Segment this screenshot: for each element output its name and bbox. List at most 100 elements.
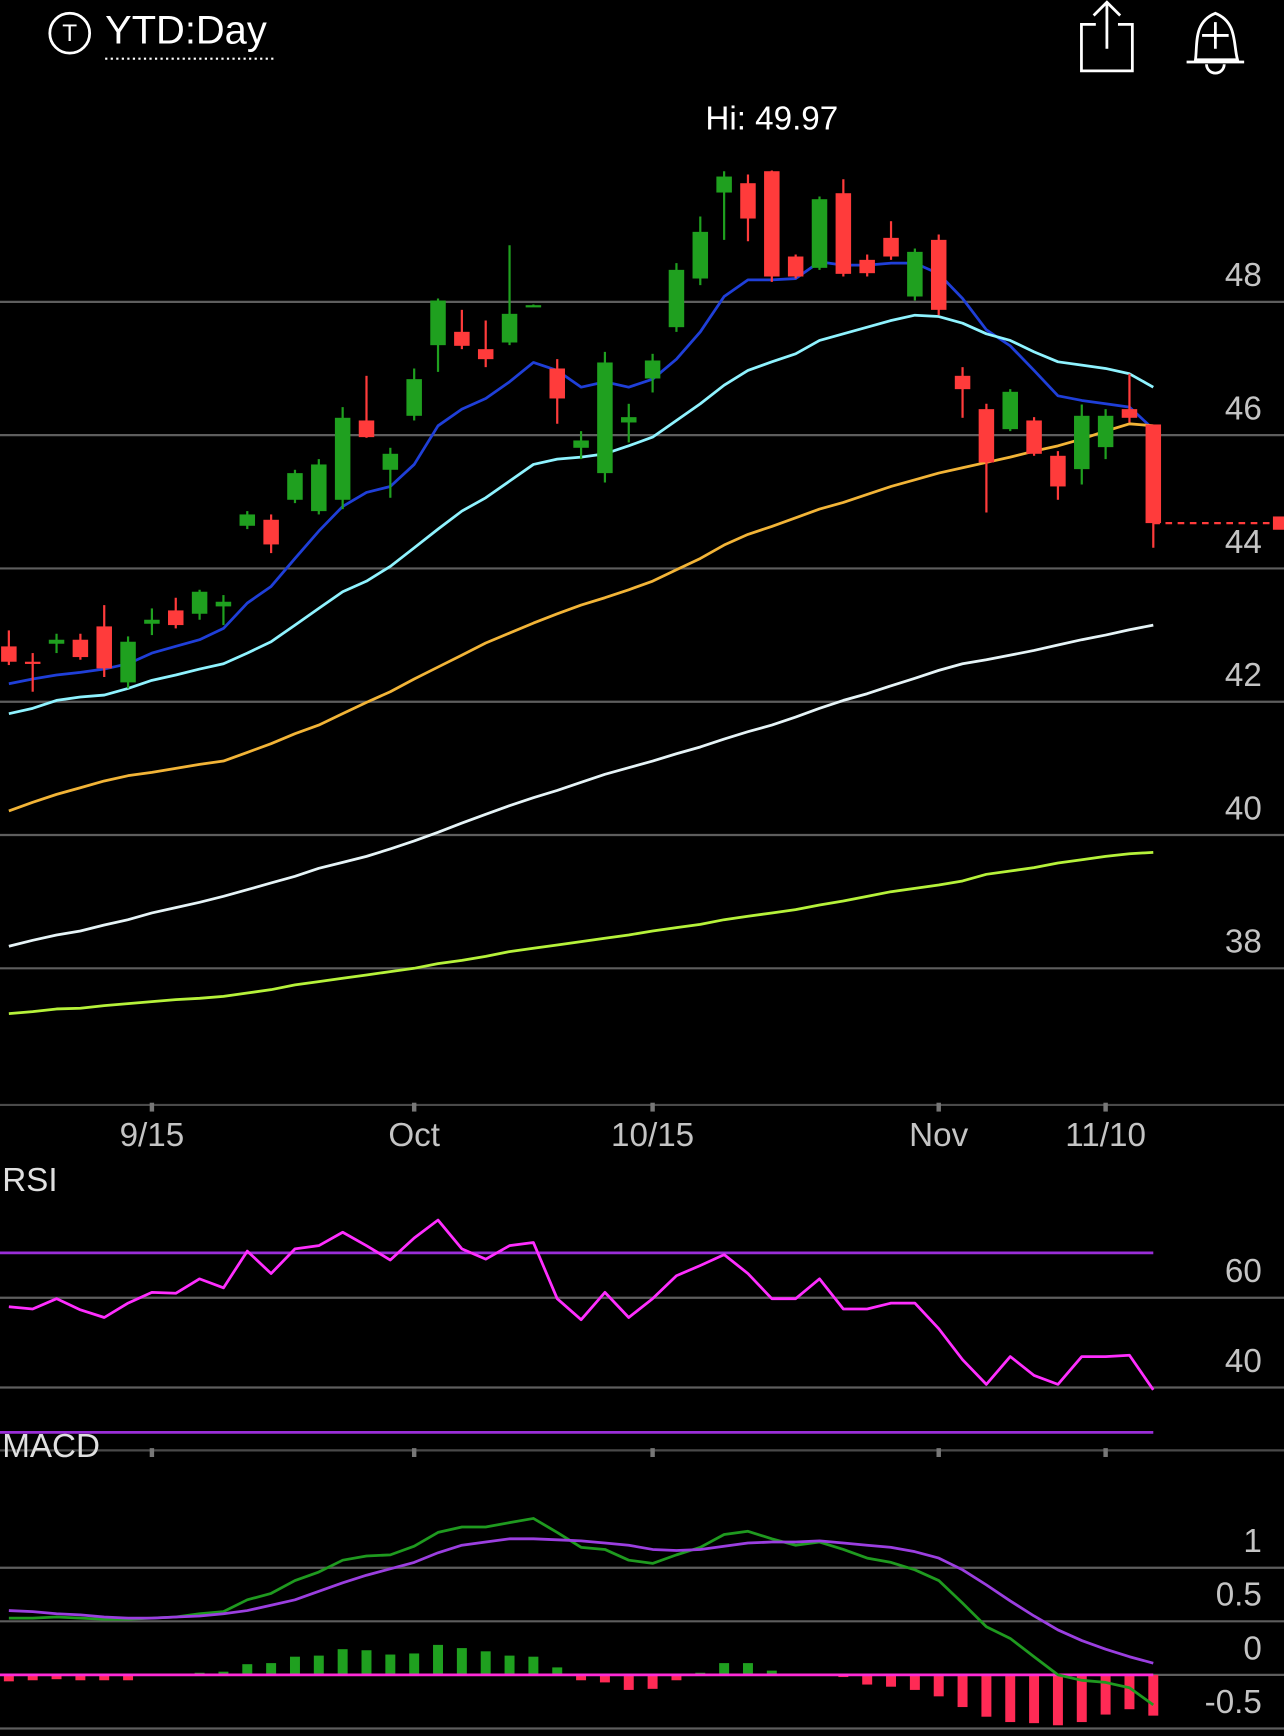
histogram-bar — [313, 1655, 324, 1675]
candle-body — [1121, 409, 1138, 418]
histogram-bar — [552, 1667, 563, 1675]
histogram-bar — [504, 1655, 515, 1675]
candle-body — [621, 417, 637, 423]
histogram-bar — [647, 1674, 658, 1689]
series-line — [8, 260, 1155, 686]
histogram-bar — [1124, 1674, 1135, 1710]
last-price-marker — [1272, 516, 1284, 530]
series-line — [8, 623, 1154, 948]
series-line — [8, 851, 1154, 1015]
series-line — [8, 422, 1154, 813]
candle-body — [215, 601, 232, 607]
histogram-bar — [409, 1653, 420, 1675]
x-tick-label: Oct — [388, 1117, 440, 1154]
candle-body — [644, 360, 661, 379]
high-annotation: Hi: 49.97 — [705, 100, 838, 137]
candle-body — [358, 420, 375, 438]
histogram-bar — [75, 1674, 86, 1681]
histogram-bar — [3, 1674, 14, 1682]
share-arrow — [1092, 0, 1122, 49]
candle-body — [883, 237, 899, 257]
symbol-icon-ring — [48, 11, 92, 55]
histogram-bar — [909, 1674, 920, 1690]
candle-body — [954, 375, 971, 390]
candle-body — [48, 639, 65, 644]
candle-body — [263, 519, 279, 545]
x-tick-label: 10/15 — [611, 1117, 694, 1154]
candle-body — [811, 199, 828, 268]
histogram-bar — [99, 1674, 110, 1681]
candle-body — [406, 379, 422, 416]
histogram-bar — [886, 1674, 897, 1687]
candle-body — [692, 231, 709, 279]
panel-title: MACD — [2, 1428, 100, 1465]
candle-body — [716, 176, 732, 193]
histogram-bar — [719, 1663, 730, 1675]
y-tick-label: 0.5 — [1216, 1577, 1262, 1614]
histogram-bar — [742, 1663, 753, 1675]
histogram-bar — [361, 1650, 372, 1675]
alert-button[interactable] — [1186, 11, 1245, 75]
x-tick-label: 9/15 — [120, 1117, 185, 1154]
histogram-bar — [337, 1649, 348, 1675]
histogram-bar — [623, 1674, 634, 1690]
candle-body — [549, 368, 565, 399]
candle-body — [859, 259, 875, 274]
candle-body — [525, 305, 542, 308]
y-tick-label: 1 — [1243, 1523, 1261, 1560]
candle-body — [740, 183, 756, 219]
bell-plus — [1202, 22, 1229, 49]
candle-body — [787, 256, 804, 277]
histogram-bar — [433, 1644, 444, 1675]
histogram-bar — [218, 1671, 229, 1675]
candle-body — [835, 193, 852, 274]
share-button[interactable] — [1080, 0, 1134, 73]
bell-clapper — [1205, 64, 1226, 75]
symbol-button[interactable]: T — [48, 11, 92, 55]
share-box — [1080, 22, 1134, 73]
histogram-bar — [242, 1664, 253, 1675]
histogram-bar — [576, 1674, 587, 1681]
candle-body — [334, 417, 351, 500]
x-tick-label: Nov — [909, 1117, 968, 1154]
candle-body — [764, 171, 780, 277]
series-line — [8, 1537, 1154, 1665]
candle-body — [1050, 455, 1066, 487]
candle-body — [168, 610, 184, 626]
histogram-bar — [480, 1651, 491, 1675]
histogram-bar — [981, 1674, 992, 1717]
candle-body — [24, 661, 41, 664]
histogram-bar — [1100, 1674, 1111, 1715]
histogram-bar — [766, 1670, 777, 1675]
candle-body — [382, 453, 399, 470]
candle-body — [144, 619, 160, 624]
candle-body — [1002, 391, 1018, 430]
y-tick-label: -0.5 — [1205, 1684, 1262, 1721]
candle-body — [978, 409, 995, 463]
timeframe-button[interactable]: YTD:Day — [105, 9, 275, 60]
histogram-bar — [27, 1674, 38, 1681]
y-tick-label: 40 — [1225, 790, 1262, 827]
candle-body — [430, 300, 446, 346]
timeframe: YTD:Day — [105, 9, 267, 53]
histogram-bar — [1076, 1674, 1087, 1723]
series-line — [8, 1517, 1155, 1707]
candle-body — [597, 362, 613, 474]
candle-body — [287, 473, 303, 500]
candle-body — [1074, 415, 1090, 470]
y-tick-label: 44 — [1225, 524, 1262, 561]
candle-body — [120, 641, 136, 683]
y-tick-label: 60 — [1225, 1253, 1262, 1290]
candle-body — [907, 251, 923, 297]
histogram-bar — [289, 1656, 300, 1675]
candle-body — [668, 269, 685, 328]
histogram-bar — [957, 1674, 968, 1708]
candle-body — [477, 349, 494, 360]
histogram-bar — [1029, 1674, 1040, 1724]
candle-body — [930, 239, 947, 310]
series-line — [8, 1218, 1155, 1391]
histogram-bar — [51, 1674, 62, 1680]
symbol-icon: T — [62, 20, 77, 47]
